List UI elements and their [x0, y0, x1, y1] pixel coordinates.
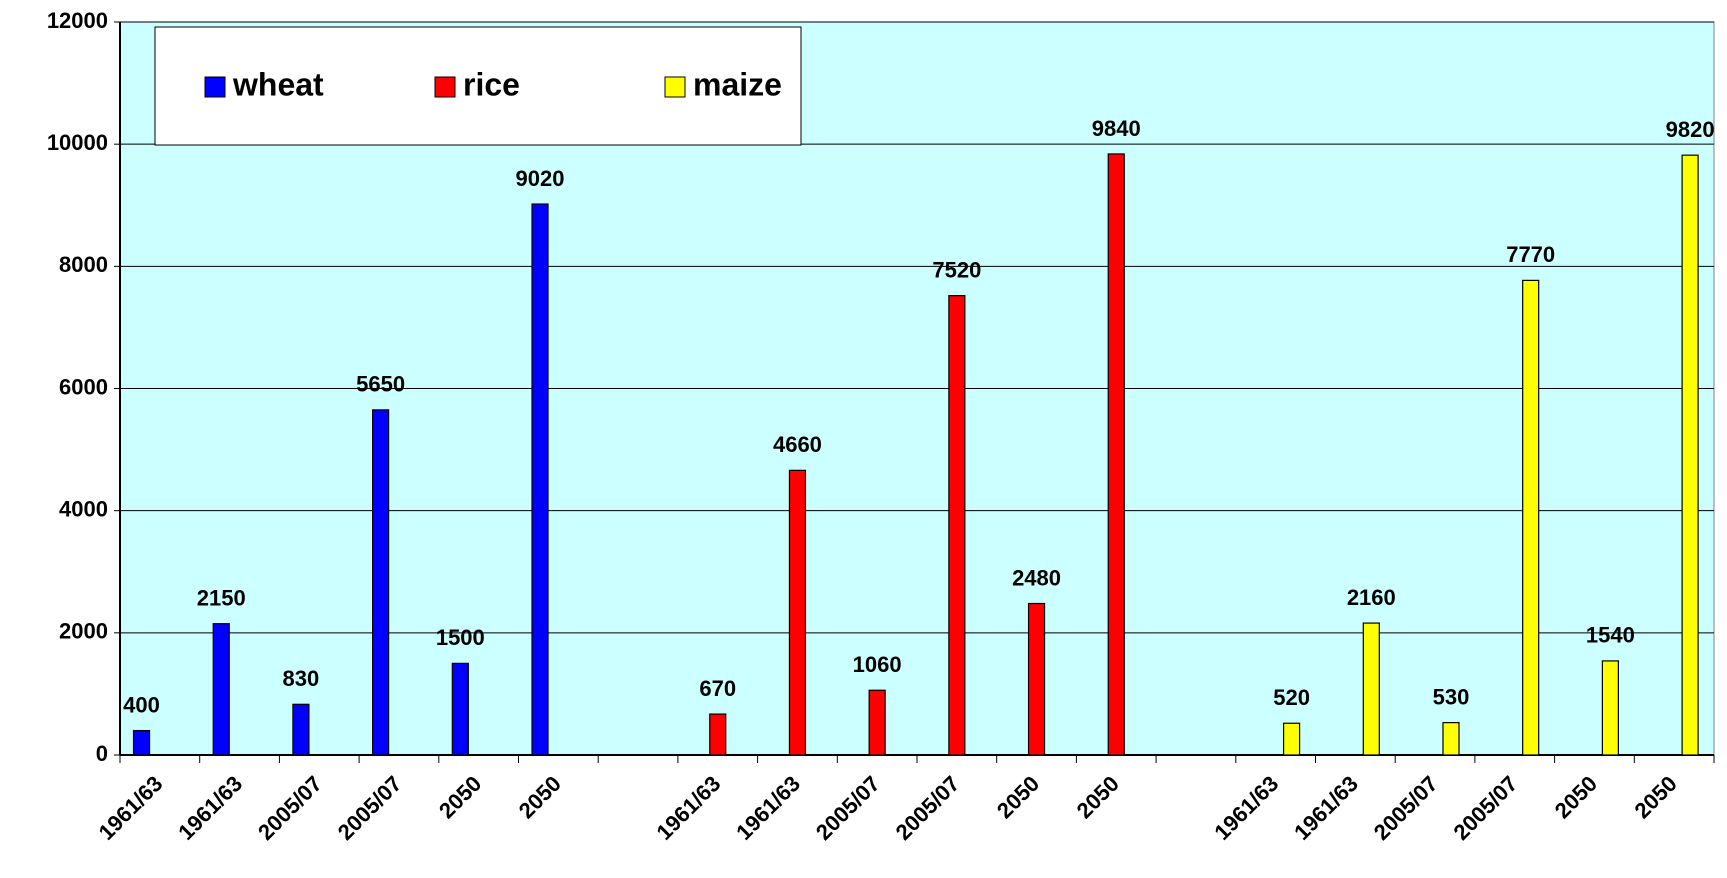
bar — [372, 409, 390, 756]
bar — [451, 662, 469, 756]
data-label: 2160 — [1347, 585, 1396, 610]
x-tick-label: 2005/07 — [333, 771, 407, 845]
x-tick-label: 2005/07 — [253, 771, 327, 845]
y-tick-label: 8000 — [59, 252, 108, 277]
data-label: 5650 — [356, 372, 405, 397]
data-label: 670 — [699, 676, 736, 701]
bar — [1681, 154, 1699, 756]
bar — [212, 623, 230, 756]
data-label: 1500 — [436, 625, 485, 650]
data-label: 9840 — [1092, 116, 1141, 141]
data-label: 4660 — [773, 432, 822, 457]
legend-swatch — [664, 76, 686, 98]
x-tick-label: 2050 — [514, 771, 566, 823]
x-tick-label: 2005/07 — [1369, 771, 1443, 845]
x-tick-label: 2050 — [1550, 771, 1602, 823]
bar — [709, 713, 727, 756]
data-label: 2480 — [1012, 565, 1061, 590]
y-tick-label: 10000 — [47, 130, 108, 155]
x-tick-label: 2050 — [1630, 771, 1682, 823]
x-tick-label: 2050 — [1072, 771, 1124, 823]
y-tick-label: 4000 — [59, 496, 108, 521]
bar — [1362, 622, 1380, 756]
y-tick-label: 6000 — [59, 374, 108, 399]
x-tick-label: 2005/07 — [811, 771, 885, 845]
x-tick-label: 1961/63 — [731, 771, 805, 845]
legend-label: maize — [693, 66, 782, 102]
data-label: 520 — [1273, 685, 1310, 710]
data-label: 400 — [123, 692, 160, 717]
x-tick-label: 2050 — [434, 771, 486, 823]
x-tick-label: 1961/63 — [1209, 771, 1283, 845]
data-label: 1060 — [853, 652, 902, 677]
x-tick-label: 1961/63 — [173, 771, 247, 845]
legend-box — [154, 26, 802, 146]
bar — [1027, 602, 1046, 756]
data-label: 7520 — [932, 257, 981, 282]
data-label: 9020 — [516, 166, 565, 191]
bar — [948, 295, 966, 756]
bar — [132, 729, 151, 756]
bar — [1442, 722, 1460, 756]
bar — [1282, 722, 1301, 756]
x-tick-label: 2005/07 — [891, 771, 965, 845]
legend-label: wheat — [232, 66, 324, 102]
y-tick-label: 2000 — [59, 619, 108, 644]
data-label: 1540 — [1586, 623, 1635, 648]
x-tick-label: 1961/63 — [651, 771, 725, 845]
bar — [868, 689, 886, 756]
legend-swatch — [204, 76, 226, 98]
x-tick-label: 2005/07 — [1448, 771, 1522, 845]
x-tick-label: 2050 — [992, 771, 1044, 823]
y-tick-label: 0 — [96, 741, 108, 766]
x-tick-label: 1961/63 — [94, 771, 168, 845]
legend-label: rice — [463, 66, 520, 102]
bar — [1522, 279, 1540, 756]
bar — [292, 703, 310, 756]
bar — [1601, 660, 1619, 756]
bar — [788, 469, 807, 756]
x-tick-label: 1961/63 — [1289, 771, 1363, 845]
y-tick-label: 12000 — [47, 8, 108, 33]
bar — [1107, 153, 1125, 756]
data-label: 9820 — [1666, 117, 1715, 142]
data-label: 2150 — [197, 585, 246, 610]
bar — [531, 203, 549, 756]
legend-swatch — [434, 76, 456, 98]
data-label: 530 — [1433, 684, 1470, 709]
data-label: 7770 — [1506, 242, 1555, 267]
data-label: 830 — [283, 666, 320, 691]
